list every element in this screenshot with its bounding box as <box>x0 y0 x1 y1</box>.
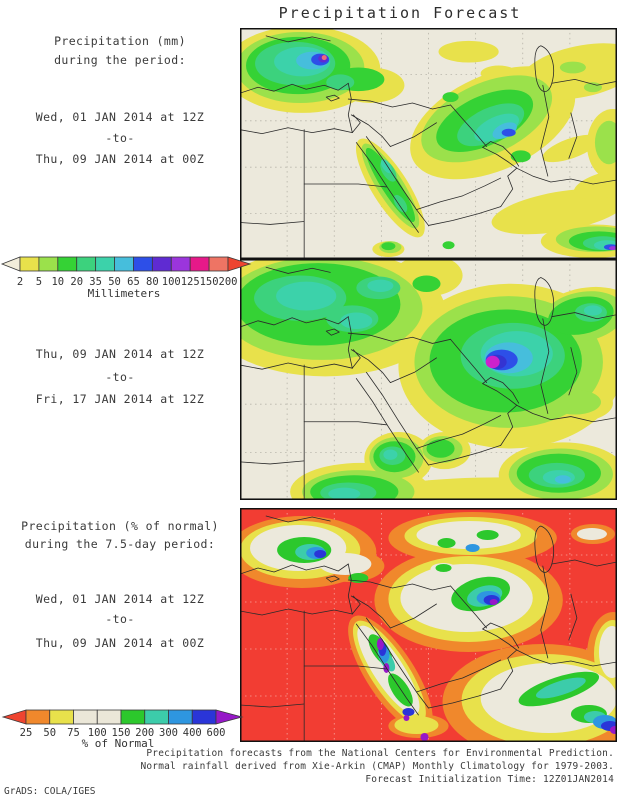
scale-tick-label: 35 <box>89 276 102 288</box>
scale-arrow-high <box>215 709 244 725</box>
scale-tick-label: 100 <box>162 276 181 288</box>
scale-segment <box>120 709 146 725</box>
scale-tick-label: 300 <box>159 727 178 739</box>
scale-segment <box>170 256 191 272</box>
scale-segment <box>25 709 51 725</box>
precip-shading <box>240 512 617 742</box>
scale-tick-label: 50 <box>108 276 121 288</box>
scale-segment <box>38 256 59 272</box>
scale-segment <box>144 709 169 725</box>
scale-tick-label: 400 <box>183 727 202 739</box>
grads-credit: GrADS: COLA/IGES <box>4 786 96 797</box>
scale-tick-label: 80 <box>146 276 159 288</box>
scale-tick-label: 20 <box>70 276 83 288</box>
scale-unit-label: Millimeters <box>88 287 161 300</box>
map-panel-3 <box>240 508 617 742</box>
scale-unit-label: % of Normal <box>82 737 155 750</box>
panel1-heading-line2: during the period: <box>54 53 186 67</box>
panel3-period-separator: -to- <box>105 612 135 626</box>
scale-segment <box>151 256 172 272</box>
scale-tick-label: 200 <box>135 727 154 739</box>
scale-segment <box>95 256 115 272</box>
scale-segment <box>208 256 229 272</box>
scale-segment <box>73 709 98 725</box>
footer-captions: Precipitation forecasts from the Nationa… <box>140 747 614 786</box>
scale-tick-label: 150 <box>112 727 131 739</box>
scale-segment <box>57 256 78 272</box>
panel1-period-separator: -to- <box>105 131 135 145</box>
scale-tick-label: 75 <box>67 727 80 739</box>
colorbar-millimeters: 2 5 10 20 35 50 65 80 100 125 150 200 Millimeters <box>0 256 252 300</box>
scale-arrow-low <box>1 709 27 725</box>
panel2-period-separator: -to- <box>105 370 135 384</box>
scale-segment <box>168 709 193 725</box>
scale-tick-label: 5 <box>36 276 42 288</box>
scale-tick-label: 25 <box>20 727 33 739</box>
scale-tick-label: 65 <box>127 276 140 288</box>
page-title: Precipitation Forecast <box>278 4 522 22</box>
panel3-period-start: Wed, 01 JAN 2014 at 12Z <box>35 592 205 606</box>
scale-tick-label: 100 <box>88 727 107 739</box>
footer-line-1: Precipitation forecasts from the Nationa… <box>146 748 614 759</box>
panel1-period-start: Wed, 01 JAN 2014 at 12Z <box>35 110 205 124</box>
scale-tick-label: 50 <box>43 727 56 739</box>
precip-shading <box>240 259 617 500</box>
map-frame <box>240 259 617 500</box>
scale-segment <box>133 256 153 272</box>
footer-line-3: Forecast Initialization Time: 12Z01JAN20… <box>365 774 614 785</box>
map-panel-1 <box>240 28 617 259</box>
panel2-period-start: Thu, 09 JAN 2014 at 12Z <box>35 347 205 361</box>
scale-tick-label: 10 <box>51 276 64 288</box>
scale-tick-label: 200 <box>219 276 238 288</box>
scale-tick-label: 150 <box>200 276 219 288</box>
footer-line-2: Normal rainfall derived from Xie-Arkin (… <box>140 761 614 772</box>
map-panel-2 <box>240 259 617 500</box>
scale-arrow-low <box>0 256 21 272</box>
scale-segment <box>189 256 210 272</box>
scale-segment <box>76 256 97 272</box>
scale-segment <box>191 709 217 725</box>
panel2-period-end: Fri, 17 JAN 2014 at 12Z <box>35 392 205 406</box>
scale-tick-label: 125 <box>181 276 200 288</box>
scale-segment <box>96 709 122 725</box>
scale-segment <box>19 256 40 272</box>
scale-arrow-high <box>227 256 252 272</box>
scale-segment <box>114 256 134 272</box>
panel1-period-end: Thu, 09 JAN 2014 at 00Z <box>35 152 205 166</box>
panel3-heading-line1: Precipitation (% of normal) <box>21 519 219 533</box>
scale-tick-label: 2 <box>17 276 23 288</box>
map-frame <box>240 508 617 742</box>
scale-segment <box>49 709 74 725</box>
panel3-heading-line2: during the 7.5-day period: <box>24 537 216 551</box>
panel1-heading-line1: Precipitation (mm) <box>54 34 186 48</box>
panel3-period-end: Thu, 09 JAN 2014 at 00Z <box>35 636 205 650</box>
colorbar-percent-normal: 25 50 75 100 150 200 300 400 600 % of Normal <box>1 709 244 750</box>
scale-tick-label: 600 <box>207 727 226 739</box>
precip-shading <box>240 28 617 259</box>
